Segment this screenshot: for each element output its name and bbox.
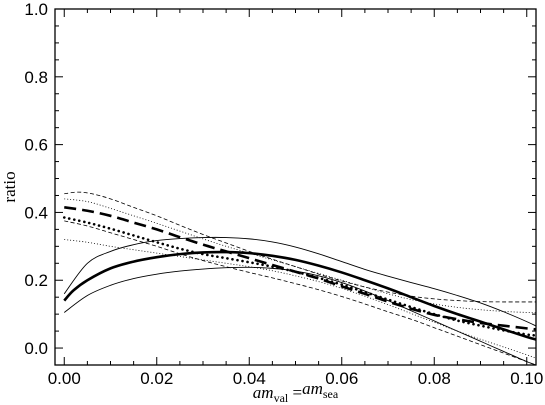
x-axis-title-part: am bbox=[302, 379, 323, 398]
y-tick-label: 0.8 bbox=[24, 68, 48, 87]
y-tick-label: 1.0 bbox=[24, 0, 48, 19]
series-line-thick-dotted bbox=[62, 216, 536, 337]
series-line-thin-dotted-lower bbox=[64, 239, 536, 359]
series-line-thin-dashed-lower bbox=[64, 220, 536, 365]
x-tick-label: 0.00 bbox=[48, 369, 81, 388]
x-tick-label: 0.10 bbox=[510, 369, 543, 388]
x-axis-title: amval =amsea bbox=[253, 379, 339, 405]
series-line-thin-solid-lower bbox=[63, 266, 536, 365]
y-tick-label: 0.0 bbox=[24, 339, 48, 358]
series-line-thin-dashed-upper bbox=[64, 191, 536, 303]
x-tick-label: 0.08 bbox=[418, 369, 451, 388]
series-line-thick-solid bbox=[63, 250, 536, 341]
series-line-thin-dotted-upper bbox=[64, 198, 536, 314]
chart-curves bbox=[62, 191, 536, 365]
x-tick-label: 0.02 bbox=[140, 369, 173, 388]
x-axis-title-part: val bbox=[274, 391, 289, 405]
y-axis-title: ratio bbox=[0, 171, 19, 202]
plot-frame bbox=[54, 8, 537, 366]
y-tick-label: 0.4 bbox=[24, 203, 48, 222]
x-axis-title-part: = bbox=[288, 383, 302, 402]
x-tick-label: 0.04 bbox=[233, 369, 266, 388]
y-tick-label: 0.2 bbox=[24, 271, 48, 290]
axis-tick-labels: 0.00 0.02 0.04 0.06 0.08 0.10 0.0 0.2 0.4 0.6 0.8 1… bbox=[24, 0, 543, 388]
x-axis-title-part: sea bbox=[323, 387, 339, 401]
y-tick-label: 0.6 bbox=[24, 136, 48, 155]
series-line-thin-solid-upper bbox=[63, 236, 536, 327]
x-axis-title-part: am bbox=[253, 383, 274, 402]
x-tick-label: 0.06 bbox=[325, 369, 358, 388]
axis-ticks bbox=[55, 8, 536, 365]
